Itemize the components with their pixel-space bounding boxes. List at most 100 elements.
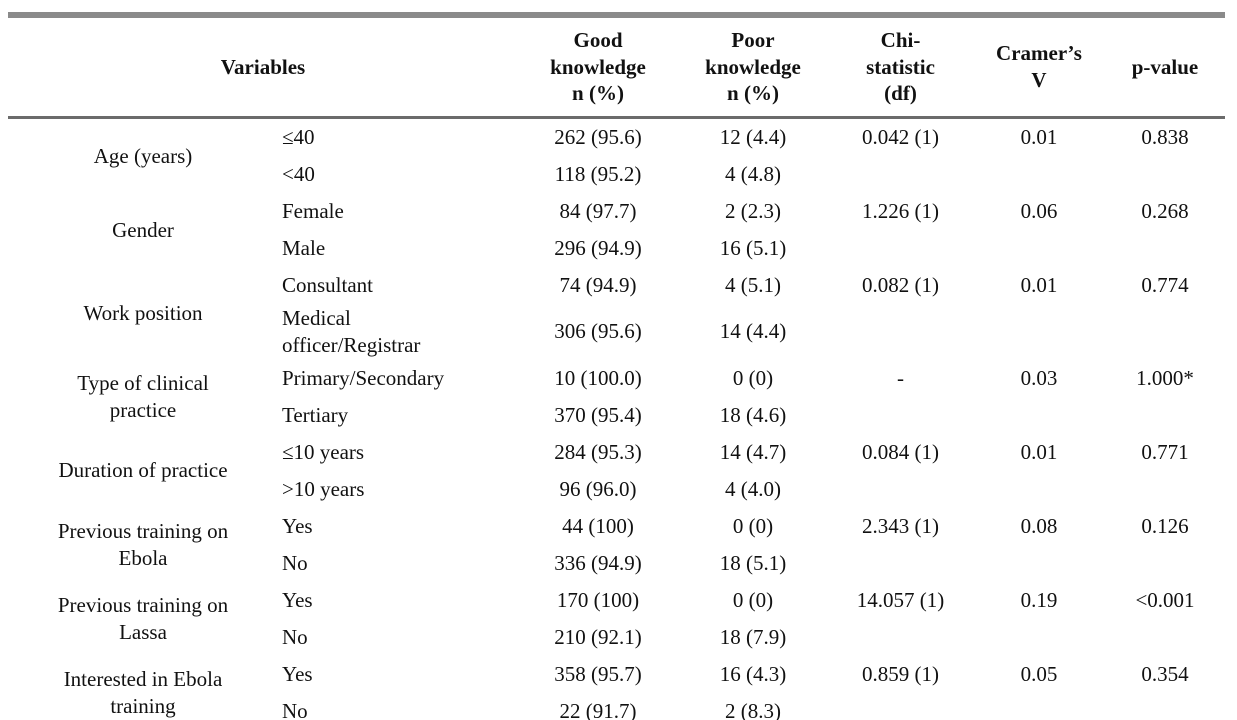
table-row: Previous training on Lassa Yes 170 (100)… — [8, 582, 1225, 644]
table-row: Medical officer/Registrar 306 (95.6) 14 … — [8, 304, 1225, 360]
poor-knowledge-cell: 0 (0) — [732, 513, 774, 538]
cramers-v-cell: 0.01 — [1020, 439, 1058, 464]
cramers-v-cell: 0.01 — [1020, 273, 1058, 298]
cramers-v-cell: 0.06 — [1020, 199, 1058, 224]
poor-knowledge-cell: 12 (4.4) — [719, 125, 787, 150]
p-value-cell — [1105, 156, 1225, 193]
p-value-cell — [1105, 471, 1225, 508]
category-cell: >10 years — [282, 476, 365, 501]
category-cell: No — [282, 550, 308, 575]
cramers-v-cell — [973, 156, 1105, 193]
chi-statistic-cell — [828, 304, 973, 360]
good-knowledge-cell: 44 (100) — [562, 513, 634, 538]
chi-statistic-cell: 0.082 (1) — [862, 273, 939, 298]
column-header-variables: Variables — [8, 15, 518, 119]
table-row: Tertiary 370 (95.4) 18 (4.6) — [8, 397, 1225, 434]
category-cell: Yes — [282, 587, 313, 612]
category-cell: Female — [282, 199, 344, 224]
category-cell: Consultant — [282, 273, 374, 298]
chi-statistic-cell — [828, 156, 973, 193]
chi-statistic-cell: 0.859 (1) — [862, 661, 939, 686]
good-knowledge-cell: 84 (97.7) — [559, 199, 637, 224]
p-value-cell — [1105, 230, 1225, 267]
table-row: <40 118 (95.2) 4 (4.8) — [8, 156, 1225, 193]
cramers-v-cell — [973, 693, 1105, 720]
p-value-cell: 0.268 — [1141, 199, 1189, 224]
table-row: No 22 (91.7) 2 (8.3) — [8, 693, 1225, 720]
p-value-cell — [1105, 693, 1225, 720]
table-row: Age (years) ≤40 262 (95.6) 12 (4.4) 0.04… — [8, 118, 1225, 168]
good-knowledge-cell: 10 (100.0) — [554, 365, 642, 390]
category-cell: <40 — [282, 162, 315, 187]
chi-statistic-cell: 1.226 (1) — [862, 199, 939, 224]
poor-knowledge-cell: 18 (7.9) — [719, 624, 787, 649]
chi-statistic-cell: - — [897, 365, 904, 390]
poor-knowledge-cell: 16 (4.3) — [719, 661, 787, 686]
chi-statistic-cell: 2.343 (1) — [862, 513, 939, 538]
good-knowledge-cell: 336 (94.9) — [554, 550, 642, 575]
column-header-good-knowledge: Good knowledge n (%) — [518, 15, 678, 119]
column-header-cramers-v: Cramer’s V — [973, 15, 1105, 119]
column-header-chi-statistic: Chi- statistic (df) — [828, 15, 973, 119]
table-row: No 336 (94.9) 18 (5.1) — [8, 545, 1225, 582]
chi-statistic-cell — [828, 397, 973, 434]
cramers-v-cell: 0.05 — [1020, 661, 1058, 686]
p-value-cell — [1105, 397, 1225, 434]
poor-knowledge-cell: 16 (5.1) — [719, 236, 787, 261]
column-header-p-value: p-value — [1105, 15, 1225, 119]
table-row: Work position Consultant 74 (94.9) 4 (5.… — [8, 267, 1225, 325]
cramers-v-cell — [973, 230, 1105, 267]
variable-group-cell: Type of clinical practice — [77, 370, 209, 422]
cramers-v-cell: 0.19 — [1020, 587, 1058, 612]
category-cell: Yes — [282, 661, 313, 686]
poor-knowledge-cell: 4 (4.0) — [725, 476, 781, 501]
category-cell: Yes — [282, 513, 313, 538]
table-row: Interested in Ebola training Yes 358 (95… — [8, 656, 1225, 718]
chi-statistic-cell — [828, 619, 973, 656]
poor-knowledge-cell: 4 (4.8) — [725, 162, 781, 187]
p-value-cell: 1.000* — [1136, 365, 1194, 390]
category-cell: Male — [282, 236, 326, 261]
category-cell: No — [282, 624, 308, 649]
cramers-v-cell: 0.03 — [1020, 365, 1058, 390]
table-row: Male 296 (94.9) 16 (5.1) — [8, 230, 1225, 267]
good-knowledge-cell: 306 (95.6) — [554, 319, 642, 344]
poor-knowledge-cell: 4 (5.1) — [725, 273, 781, 298]
cramers-v-cell — [973, 304, 1105, 360]
cramers-v-cell — [973, 471, 1105, 508]
good-knowledge-cell: 262 (95.6) — [554, 125, 642, 150]
table-row: >10 years 96 (96.0) 4 (4.0) — [8, 471, 1225, 508]
good-knowledge-cell: 370 (95.4) — [554, 402, 642, 427]
variable-group-cell: Interested in Ebola training — [63, 666, 223, 718]
chi-statistic-cell — [828, 545, 973, 582]
variable-group-cell: Previous training on Ebola — [57, 518, 229, 570]
poor-knowledge-cell: 14 (4.7) — [719, 439, 787, 464]
p-value-cell — [1105, 304, 1225, 360]
good-knowledge-cell: 170 (100) — [556, 587, 640, 612]
good-knowledge-cell: 284 (95.3) — [554, 439, 642, 464]
chi-statistic-cell: 0.042 (1) — [862, 125, 939, 150]
good-knowledge-cell: 210 (92.1) — [554, 624, 642, 649]
category-cell: Medical officer/Registrar — [282, 306, 421, 357]
good-knowledge-cell: 96 (96.0) — [559, 476, 637, 501]
good-knowledge-cell: 22 (91.7) — [559, 698, 637, 720]
poor-knowledge-cell: 18 (4.6) — [719, 402, 787, 427]
p-value-cell: 0.771 — [1141, 439, 1189, 464]
p-value-cell: <0.001 — [1135, 587, 1195, 612]
p-value-cell: 0.774 — [1141, 273, 1189, 298]
cramers-v-cell: 0.01 — [1020, 125, 1058, 150]
chi-statistic-cell: 0.084 (1) — [862, 439, 939, 464]
poor-knowledge-cell: 14 (4.4) — [719, 319, 787, 344]
variable-group-cell: Gender — [112, 217, 174, 242]
good-knowledge-cell: 118 (95.2) — [554, 162, 642, 187]
poor-knowledge-cell: 2 (2.3) — [725, 199, 781, 224]
poor-knowledge-cell: 0 (0) — [732, 365, 774, 390]
column-header-poor-knowledge: Poor knowledge n (%) — [678, 15, 828, 119]
good-knowledge-cell: 296 (94.9) — [554, 236, 642, 261]
good-knowledge-cell: 74 (94.9) — [559, 273, 637, 298]
cramers-v-cell — [973, 397, 1105, 434]
category-cell: Tertiary — [282, 402, 349, 427]
category-cell: ≤40 — [282, 125, 315, 150]
category-cell: Primary/Secondary — [282, 365, 445, 390]
poor-knowledge-cell: 18 (5.1) — [719, 550, 787, 575]
